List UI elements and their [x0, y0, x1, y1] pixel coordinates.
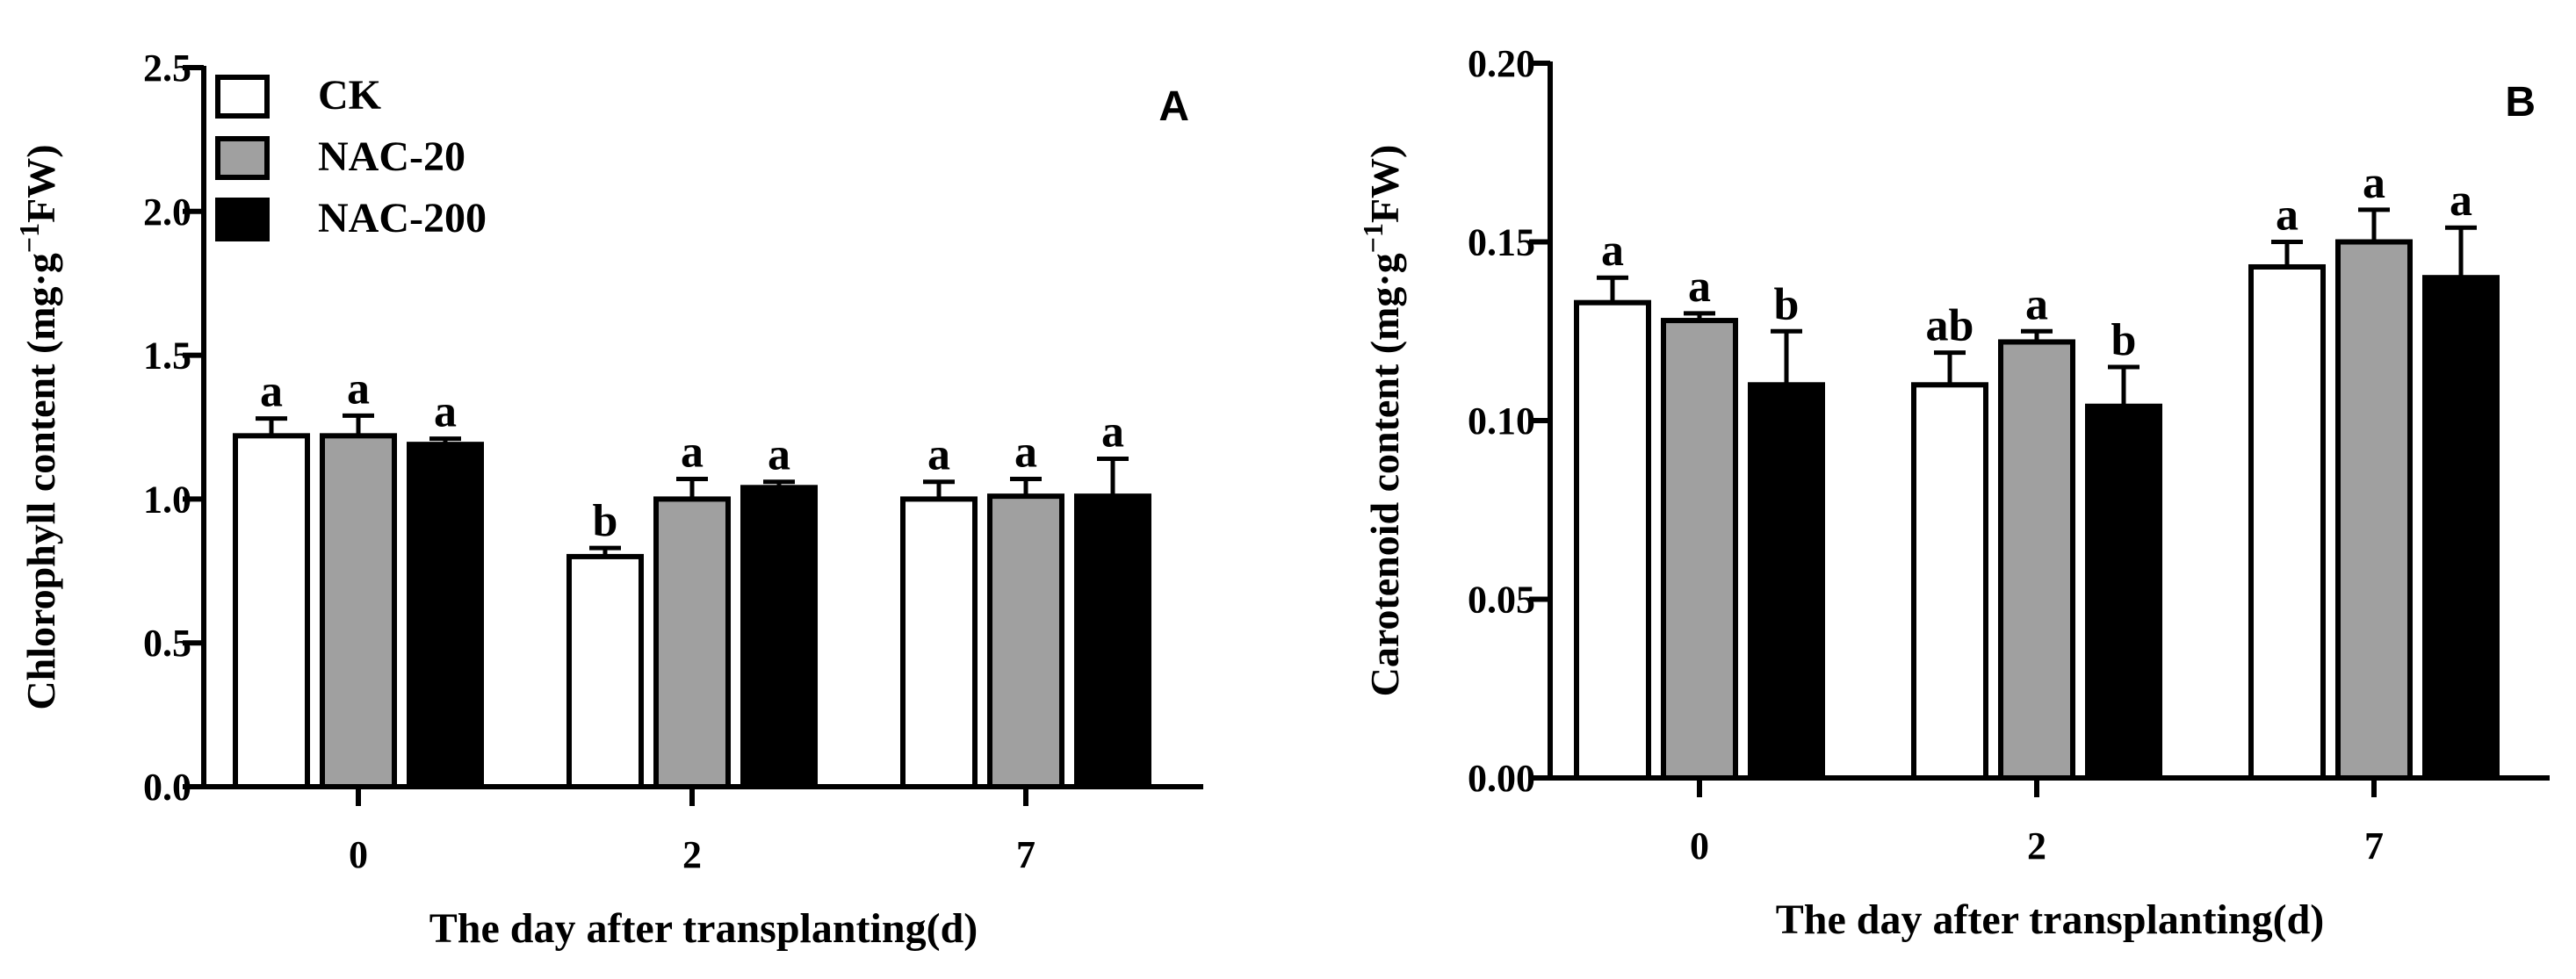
- bar-nac-200: [1074, 493, 1151, 790]
- legend-swatch-nac-20: [215, 136, 270, 180]
- significance-letter: b: [1774, 279, 1800, 329]
- legend-label: NAC-200: [318, 195, 487, 241]
- significance-letter: a: [260, 367, 283, 417]
- y-tick-label: 0.15: [1468, 221, 1535, 264]
- bar-nac-20: [1661, 318, 1738, 781]
- y-tick-label: 2.0: [143, 191, 191, 234]
- y-axis-label-superscript: −1: [1357, 223, 1389, 253]
- y-axis-label: Chlorophyll content (mg·g−1FW): [13, 144, 63, 709]
- y-tick-label: 0.00: [1468, 757, 1535, 800]
- y-tick-label: 0.0: [143, 766, 191, 809]
- significance-letter: a: [1601, 226, 1624, 276]
- bar-ck: [1574, 299, 1651, 781]
- bar-nac-20: [1998, 339, 2075, 781]
- bar-ck: [900, 496, 978, 790]
- bar-ck: [566, 553, 644, 789]
- significance-letter: a: [1688, 262, 1711, 312]
- legend-swatch-ck: [215, 75, 270, 119]
- bar-nac-20: [987, 493, 1064, 790]
- bar-nac-200: [2085, 403, 2162, 781]
- y-axis-label: Carotenoid content (mg·g−1FW): [1357, 145, 1407, 697]
- x-tick-label: 7: [2364, 824, 2384, 867]
- x-tick-label: 0: [1690, 824, 1709, 867]
- significance-letter: a: [2450, 176, 2472, 226]
- significance-letter: a: [681, 427, 704, 477]
- x-tick-label: 0: [349, 833, 368, 876]
- panel-letter: A: [1158, 83, 1189, 130]
- bar-nac-20: [320, 433, 397, 789]
- significance-letter: a: [434, 387, 457, 437]
- y-tick-label: 0.5: [143, 622, 191, 665]
- legend-swatch-nac-200: [215, 198, 270, 241]
- chart-panel-a: 0.0 0.5 1.0 1.5 2.0 2.5 Chlorophyll content (m…: [13, 47, 1203, 952]
- bar-nac-200: [2422, 275, 2500, 781]
- bar-nac-20: [653, 496, 731, 790]
- significance-letter: a: [927, 430, 950, 480]
- x-tick-label: 2: [2027, 824, 2046, 867]
- bar-ck: [233, 433, 310, 789]
- y-tick-label: 0.05: [1468, 579, 1535, 622]
- bar-nac-200: [740, 485, 818, 790]
- significance-letter: a: [768, 430, 790, 480]
- significance-letter: a: [1014, 427, 1037, 477]
- significance-letter: a: [2276, 191, 2298, 241]
- significance-letter: ab: [1926, 301, 1974, 351]
- significance-letter: a: [347, 364, 370, 414]
- panel-letter: B: [2505, 79, 2536, 126]
- significance-letter: a: [2363, 158, 2385, 208]
- x-tick-label: 2: [682, 833, 702, 876]
- x-axis-label: The day after transplanting(d): [429, 905, 978, 952]
- bar-nac-200: [1748, 382, 1825, 781]
- legend-label: NAC-20: [318, 133, 465, 180]
- bar-nac-20: [2335, 239, 2413, 781]
- x-tick-label: 7: [1016, 833, 1035, 876]
- significance-letter: b: [593, 496, 618, 546]
- bar-ck: [1911, 382, 1988, 781]
- significance-letter: a: [2025, 279, 2048, 329]
- x-axis-label: The day after transplanting(d): [1776, 896, 2325, 943]
- significance-letter: b: [2111, 315, 2137, 365]
- y-tick-label: 0.10: [1468, 400, 1535, 443]
- y-tick-label: 0.20: [1468, 42, 1535, 85]
- y-axis-label-tail: FW): [1362, 145, 1407, 223]
- legend-label: CK: [318, 72, 381, 119]
- bar-nac-200: [407, 442, 484, 789]
- y-axis-label-tail: FW): [18, 144, 63, 222]
- y-axis-label-main: Carotenoid content (mg·g: [1362, 253, 1407, 696]
- y-tick-label: 1.5: [143, 335, 191, 378]
- y-tick-label: 2.5: [143, 47, 191, 90]
- significance-letter: a: [1101, 407, 1124, 457]
- legend: CK NAC-20 NAC-200: [215, 72, 487, 241]
- y-tick-label: 1.0: [143, 478, 191, 521]
- y-axis-label-main: Chlorophyll content (mg·g: [18, 253, 63, 710]
- y-axis-label-superscript: −1: [13, 223, 45, 253]
- chart-panel-b: 0.00 0.05 0.10 0.15 0.20 Carotenoid content (…: [1357, 42, 2550, 943]
- bar-ck: [2248, 263, 2326, 781]
